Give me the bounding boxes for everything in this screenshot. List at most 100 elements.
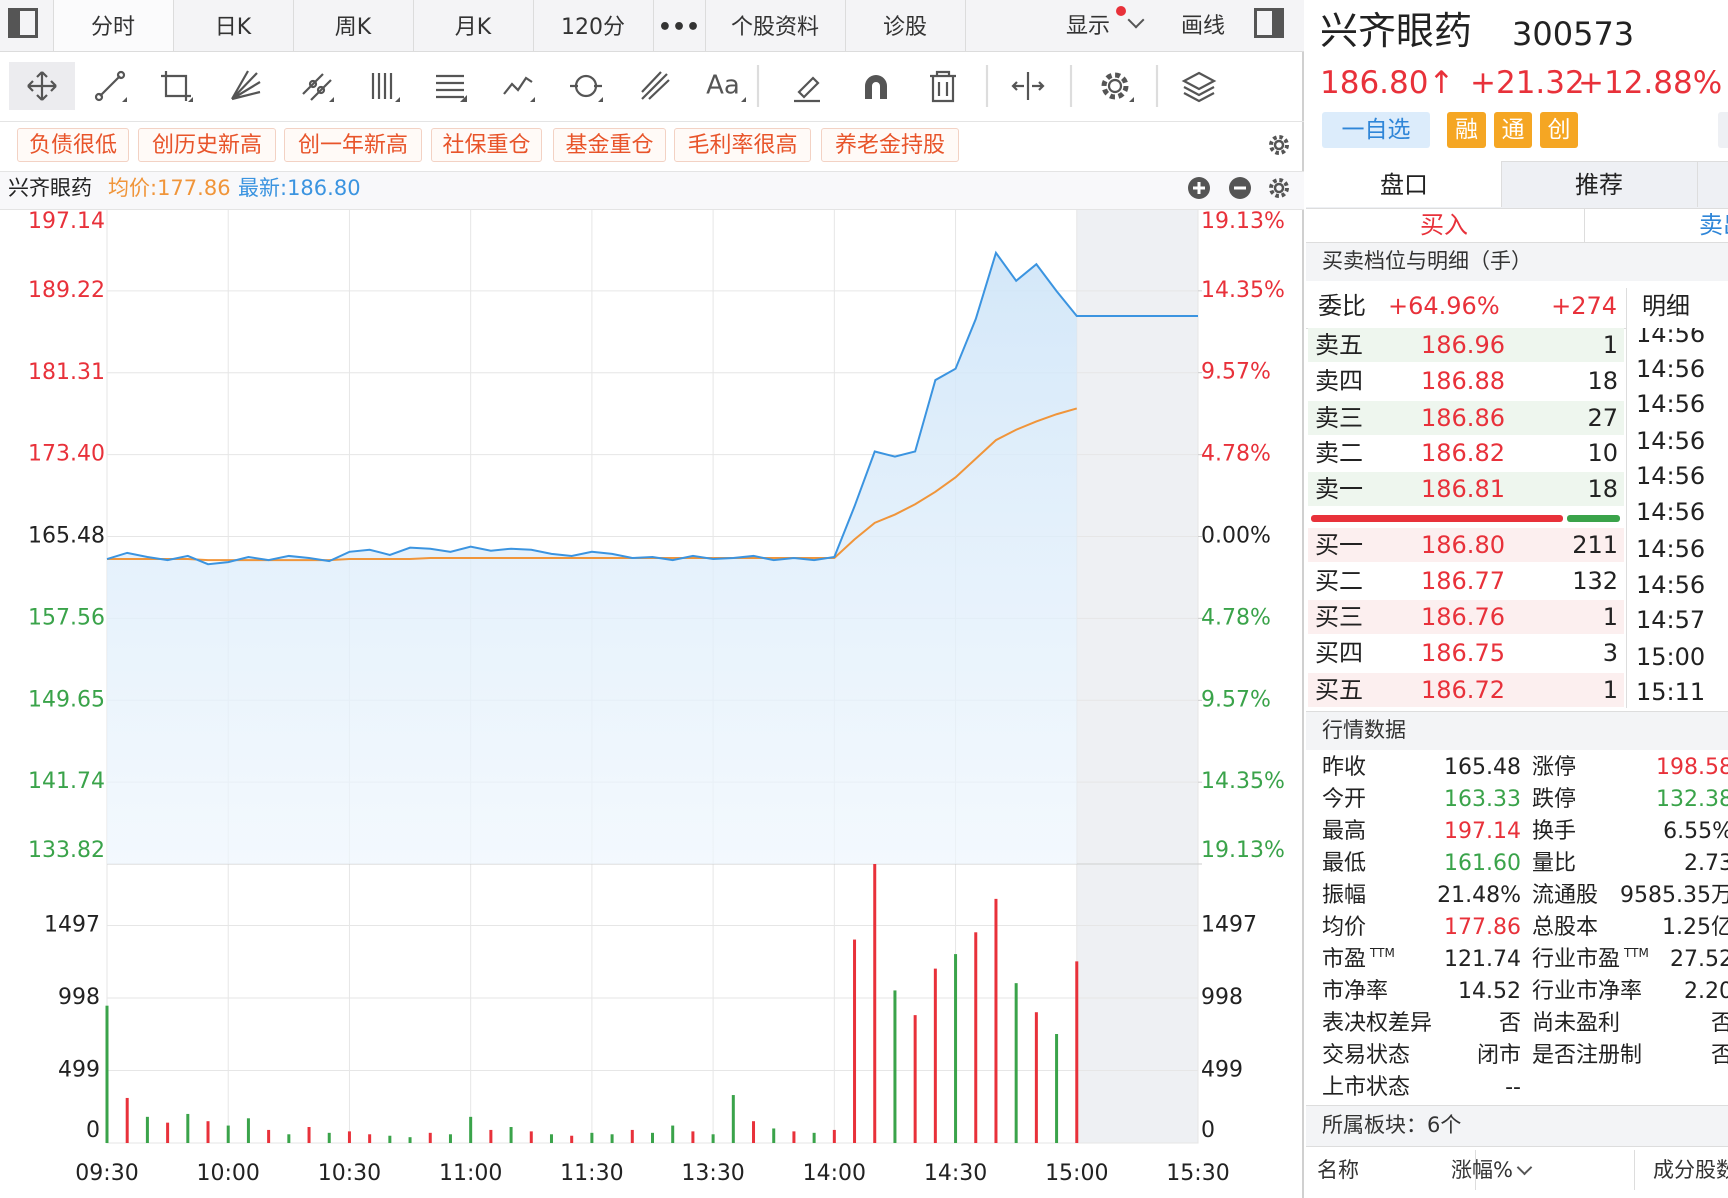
tool-move[interactable] xyxy=(27,71,57,101)
volume-bar xyxy=(893,990,897,1143)
volume-bar xyxy=(913,1015,917,1143)
volume-bar xyxy=(873,864,877,1143)
tool-text-lines[interactable] xyxy=(436,74,467,102)
tab[interactable] xyxy=(653,0,706,51)
book-volume: 211 xyxy=(1572,531,1618,559)
x-tick-label: 15:00 xyxy=(1045,1161,1108,1186)
book-level: 买四 xyxy=(1315,639,1363,667)
tag-label: 创一年新高 xyxy=(297,132,409,158)
market-value: 14.52 xyxy=(1458,978,1521,1004)
volume-bar xyxy=(590,1132,594,1143)
quote-button-label: 一自选 xyxy=(1341,117,1411,143)
tab[interactable] xyxy=(413,0,534,51)
book-price: 186.86 xyxy=(1421,404,1505,432)
tool-channel[interactable] xyxy=(302,73,334,102)
tag[interactable] xyxy=(674,128,811,162)
panel-toggle-left[interactable] xyxy=(8,8,38,38)
volume-bar xyxy=(327,1132,331,1143)
quote-button[interactable] xyxy=(1322,112,1430,148)
tab[interactable] xyxy=(293,0,414,51)
market-value: 6.55% xyxy=(1663,818,1728,844)
tool-text[interactable]: Aa xyxy=(706,71,746,103)
tab-label: ••• xyxy=(657,14,701,40)
tool-wave[interactable] xyxy=(503,76,535,102)
sector-col: 涨幅% xyxy=(1451,1157,1513,1182)
tab-divider xyxy=(965,0,966,51)
tool-cycle[interactable] xyxy=(570,74,603,102)
tag[interactable] xyxy=(17,128,129,162)
y-tick-label: 157.56 xyxy=(28,605,105,630)
book-volume: 1 xyxy=(1602,331,1618,359)
tool-vertical[interactable] xyxy=(371,73,400,102)
quote-button[interactable] xyxy=(1494,112,1532,148)
quote-edge-button[interactable] xyxy=(1718,112,1728,148)
market-label: 上市状态 xyxy=(1322,1074,1411,1100)
tags-settings[interactable] xyxy=(1268,134,1290,156)
trade-tab[interactable] xyxy=(1306,208,1585,243)
panel-toggle-right[interactable] xyxy=(1254,8,1284,38)
tool-magnet[interactable] xyxy=(865,75,887,99)
tool-layers[interactable] xyxy=(1181,71,1217,103)
book-level: 买五 xyxy=(1315,676,1363,704)
tab[interactable] xyxy=(173,0,294,51)
quote-button[interactable] xyxy=(1540,112,1578,148)
tool-split[interactable] xyxy=(1011,72,1045,100)
chart-settings[interactable] xyxy=(1268,177,1290,199)
quote-button[interactable] xyxy=(1447,112,1486,148)
panel-tab-active[interactable] xyxy=(1306,161,1502,207)
detail-time: 14:56 xyxy=(1636,535,1706,563)
x-tick-label: 11:30 xyxy=(560,1161,623,1186)
tag-label: 社保重仓 xyxy=(442,132,531,158)
market-label: 尚未盈利 xyxy=(1532,1010,1621,1036)
zoom-in[interactable] xyxy=(1188,177,1210,199)
tab[interactable] xyxy=(533,0,654,51)
book-level: 卖四 xyxy=(1315,367,1363,395)
tool-fan[interactable] xyxy=(231,70,261,101)
zoom-out[interactable] xyxy=(1229,177,1251,199)
toolbar-border xyxy=(0,121,1304,122)
volume-bar xyxy=(206,1121,210,1143)
market-title: 行情数据 xyxy=(1322,717,1406,742)
tab-label: 月K xyxy=(454,14,492,40)
tag-label: 毛利率很高 xyxy=(687,132,798,158)
market-value: 否 xyxy=(1710,1042,1728,1068)
book-row xyxy=(1308,328,1624,362)
tag[interactable] xyxy=(821,128,959,162)
y-tick-label: 189.22 xyxy=(28,278,105,303)
book-row xyxy=(1308,673,1624,707)
tool-line[interactable] xyxy=(94,70,127,102)
tool-delete[interactable] xyxy=(930,70,956,103)
y2-tick-label: 499 xyxy=(1201,1057,1243,1082)
y-tick-label: 1497 xyxy=(44,912,100,937)
volume-bar xyxy=(812,1132,816,1143)
volume-bar xyxy=(570,1135,574,1143)
tab[interactable] xyxy=(845,0,966,51)
x-tick-label: 09:30 xyxy=(75,1161,138,1186)
book-price: 186.77 xyxy=(1421,567,1505,595)
tool-eraser[interactable] xyxy=(794,76,820,103)
book-price: 186.72 xyxy=(1421,676,1505,704)
tool-settings[interactable] xyxy=(1101,72,1134,102)
tab[interactable] xyxy=(705,0,846,51)
market-label: 涨停 xyxy=(1532,754,1577,780)
tab[interactable] xyxy=(53,0,174,51)
volume-bar xyxy=(246,1118,250,1143)
display-menu: 显示 xyxy=(1065,13,1111,39)
detail-time: 14:56 xyxy=(1636,462,1706,490)
volume-bar xyxy=(105,1005,109,1143)
tag[interactable] xyxy=(431,128,542,162)
tool-pitchfork[interactable] xyxy=(641,71,670,100)
tool-rect[interactable] xyxy=(161,71,193,102)
book-level: 卖一 xyxy=(1315,475,1363,503)
quote-change: +21.32 xyxy=(1470,64,1585,101)
tag[interactable] xyxy=(553,128,666,162)
volume-bar xyxy=(489,1129,493,1143)
gear-icon xyxy=(1269,178,1289,198)
ratio-bar-buy xyxy=(1311,515,1563,522)
trade-tab[interactable] xyxy=(1585,208,1728,243)
panel-tab[interactable] xyxy=(1501,161,1698,207)
sort-chevron[interactable] xyxy=(1516,1159,1533,1176)
book-price: 186.81 xyxy=(1421,475,1505,503)
tag[interactable] xyxy=(138,128,276,162)
tag[interactable] xyxy=(284,128,422,162)
